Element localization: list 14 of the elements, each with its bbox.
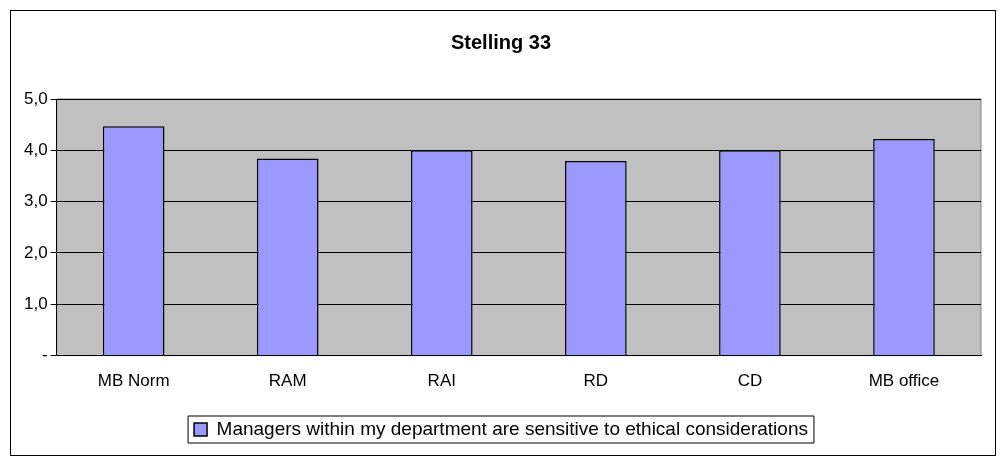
x-tick-label: MB Norm [97, 371, 170, 391]
x-tick-label: MB office [868, 371, 940, 391]
x-tick-label: RAM [268, 371, 307, 391]
y-tick-label: 5,0 [23, 88, 48, 108]
chart-title: Stelling 33 [450, 30, 552, 53]
x-tick-label: RAI [427, 371, 456, 391]
y-tick-label: 2,0 [23, 242, 48, 262]
x-tick-label: CD [737, 371, 763, 391]
x-tick-label: RD [583, 371, 609, 391]
y-tick-label: - [41, 345, 48, 365]
y-tick-label: 3,0 [23, 191, 48, 211]
y-tick-label: 4,0 [23, 140, 48, 160]
legend-label: Managers within my department are sensitive to ethical considerations [216, 417, 808, 439]
y-tick-label: 1,0 [23, 293, 48, 313]
